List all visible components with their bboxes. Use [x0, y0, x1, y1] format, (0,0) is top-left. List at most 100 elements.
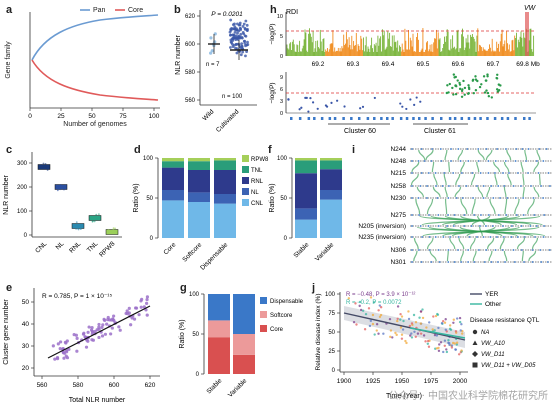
- panel-j-xtick: 1900: [337, 378, 352, 385]
- zoom-sig-point: [458, 81, 461, 85]
- gene-model: [528, 117, 531, 120]
- panel-j-point: [460, 323, 463, 326]
- panel-h-marker: VW: [524, 5, 537, 12]
- zoom-point: [419, 100, 422, 103]
- zoom-sig-point: [486, 91, 490, 95]
- stacked-segment: [188, 170, 210, 193]
- panel-h-title: RDI: [286, 9, 298, 16]
- cultivated-point: [238, 36, 241, 40]
- stacked-segment: [320, 160, 342, 170]
- panel-e-point: [145, 295, 150, 299]
- gene-model: [522, 117, 526, 120]
- synteny-ribbon: [413, 237, 419, 250]
- panel-j-point: [453, 342, 457, 345]
- synteny-ribbon: [503, 250, 508, 262]
- panel-e-ytick: 40: [22, 321, 30, 328]
- synteny-ribbon: [493, 161, 501, 173]
- cultivated-point: [244, 34, 248, 38]
- panel-e-point: [139, 305, 143, 309]
- synteny-ribbon: [499, 237, 505, 250]
- synteny-ribbon: [504, 198, 508, 215]
- panel-j-ytick: 75: [328, 311, 335, 317]
- panel-e-point: [86, 330, 90, 334]
- panel-a-chart: 0 25 50 75 100 Number of genomes Gene family…: [5, 7, 160, 128]
- panel-j-point: [396, 305, 400, 308]
- cultivated-point: [230, 41, 233, 45]
- panel-j-xtick: 1950: [395, 378, 410, 385]
- panel-h-ytick-top: 0: [280, 54, 283, 60]
- synteny-ribbon: [415, 198, 421, 215]
- panel-j-point: [442, 350, 445, 354]
- panel-e-point: [87, 325, 91, 329]
- panel-d-legend-swatch: [242, 155, 249, 162]
- cultivated-point: [246, 40, 249, 44]
- stacked-segment: [214, 194, 236, 204]
- zoom-sig-point: [462, 79, 465, 83]
- cultivated-point: [239, 32, 243, 36]
- panel-h-xtick: 69.6: [452, 61, 465, 68]
- synteny-ribbon: [488, 250, 493, 262]
- panel-j-point: [364, 312, 368, 316]
- pan-curve: [31, 14, 159, 61]
- panel-g-ytick: 0: [196, 372, 200, 378]
- panel-j-point: [431, 328, 434, 331]
- panel-j-point: [377, 309, 380, 312]
- synteny-ribbon: [536, 149, 541, 161]
- panel-d-legend-swatch: [242, 188, 249, 195]
- panel-e-point: [84, 345, 89, 349]
- synteny-ribbon: [444, 149, 448, 161]
- stacked-segment: [162, 190, 184, 201]
- panel-j-point: [445, 350, 449, 354]
- synteny-ribbon: [455, 173, 461, 186]
- synteny-ribbon: [422, 226, 540, 237]
- zoom-point: [361, 105, 365, 108]
- synteny-ribbon: [471, 198, 476, 215]
- stacked-segment: [295, 219, 317, 238]
- yer-trend: [343, 312, 466, 341]
- synteny-ribbon: [418, 149, 426, 161]
- cultivated-point: [228, 46, 232, 49]
- gene-model: [399, 117, 403, 120]
- panel-e-ytick: 50: [22, 299, 30, 306]
- panel-j-point: [375, 329, 378, 332]
- panel-j-point: [408, 324, 412, 328]
- panel-j-point: [378, 304, 382, 307]
- panel-j-point: [450, 344, 454, 347]
- panel-a-xlabel: Number of genomes: [63, 121, 127, 128]
- panel-j-point: [401, 328, 405, 331]
- panel-e-xtick: 620: [145, 382, 156, 389]
- synteny-ribbon: [426, 198, 434, 215]
- panel-h-ytick-top: 10: [277, 14, 283, 20]
- panel-e-point: [75, 336, 79, 340]
- panel-j-point: [396, 319, 399, 323]
- panel-h-ytick-bottom: 9: [280, 75, 283, 81]
- panel-j-point: [419, 310, 423, 313]
- panel-a-letter: a: [6, 4, 13, 16]
- panel-a-xtick: 25: [57, 113, 65, 120]
- zoom-sig-point: [466, 92, 470, 95]
- gene-model: [424, 117, 427, 120]
- stacked-segment: [214, 158, 236, 161]
- cultivated-point: [243, 42, 247, 45]
- cultivated-point: [229, 28, 233, 32]
- panel-j-point: [448, 327, 452, 331]
- panel-f-category: Stable: [292, 241, 310, 259]
- panel-e-point: [90, 325, 94, 330]
- panel-j-point: [419, 322, 423, 325]
- panel-j-point: [447, 338, 450, 342]
- panel-e-point: [127, 306, 131, 310]
- zoom-point: [287, 98, 290, 101]
- panel-h-xtick: 69.8 Mb: [516, 61, 540, 68]
- synteny-ribbon: [457, 149, 464, 161]
- gene-model: [373, 117, 376, 120]
- panel-j-point: [391, 336, 394, 339]
- panel-g-legend-label: Core: [270, 327, 284, 333]
- synteny-ribbon: [472, 250, 477, 262]
- panel-j-point: [407, 317, 411, 321]
- panel-i-sample: N244: [390, 146, 406, 153]
- panel-e-point: [58, 347, 62, 351]
- cultivated-point: [229, 33, 232, 37]
- panel-j-point: [400, 337, 404, 340]
- panel-e-point: [95, 328, 99, 332]
